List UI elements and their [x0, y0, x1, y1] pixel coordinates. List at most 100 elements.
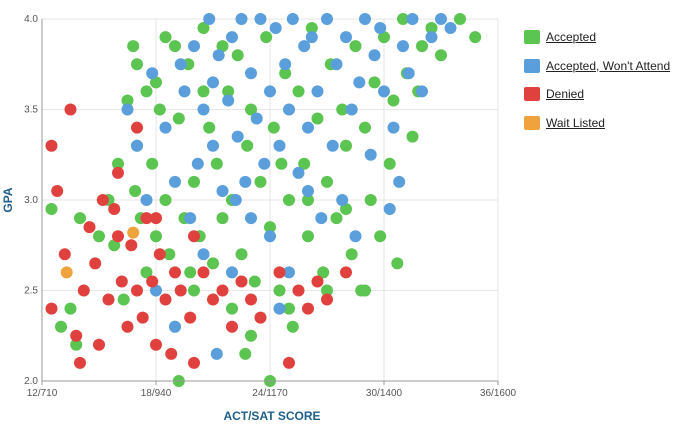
accepted-point: [305, 22, 318, 35]
accepted-won-t-attend-point: [239, 175, 252, 188]
denied-point: [77, 284, 90, 297]
denied-point: [216, 284, 229, 297]
accepted-point: [207, 257, 219, 270]
accepted-point: [210, 157, 223, 170]
denied-point: [131, 121, 143, 134]
accepted-point: [117, 293, 130, 306]
denied-point: [273, 266, 286, 279]
accepted-won-t-attend-point: [273, 139, 286, 152]
accepted-won-t-attend-point: [336, 194, 349, 206]
accepted-point: [241, 139, 254, 152]
accepted-point: [302, 230, 314, 243]
accepted-point: [248, 275, 261, 288]
accepted-won-t-attend-point: [292, 166, 305, 179]
denied-point: [140, 212, 153, 225]
accepted-point: [222, 85, 235, 98]
accepted-won-t-attend-point: [178, 85, 191, 98]
denied-point: [96, 194, 109, 206]
accepted-won-t-attend-point: [188, 40, 200, 53]
accepted-won-t-attend-point: [169, 175, 181, 188]
denied-point: [340, 266, 352, 279]
y-tick-label: 2.0: [24, 376, 38, 387]
accepted-point: [454, 13, 466, 25]
accepted-point: [140, 85, 153, 98]
accepted-won-t-attend-point: [210, 347, 223, 360]
y-tick-label: 3.5: [24, 105, 38, 116]
accepted-wont-attend-swatch-icon: [524, 58, 540, 73]
accepted-point: [374, 230, 387, 243]
accepted-point: [239, 347, 252, 360]
accepted-point: [159, 31, 172, 44]
accepted-point: [391, 257, 404, 270]
accepted-won-t-attend-point: [393, 175, 406, 188]
accepted-point: [469, 31, 482, 44]
accepted-point: [267, 121, 280, 134]
accepted-won-t-attend-point: [216, 184, 229, 197]
accepted-point: [150, 230, 162, 243]
accepted-won-t-attend-point: [258, 157, 271, 170]
accepted-point: [74, 212, 86, 225]
accepted-point: [383, 157, 396, 170]
accepted-won-t-attend-point: [364, 148, 377, 161]
accepted-point: [345, 248, 358, 261]
accepted-won-t-attend-point: [226, 266, 238, 279]
accepted-won-t-attend-point: [444, 22, 457, 35]
denied-point: [115, 275, 128, 288]
accepted-point: [146, 157, 159, 170]
legend-item-wait-listed[interactable]: Wait Listed: [524, 114, 670, 132]
accepted-point: [169, 40, 181, 53]
accepted-point: [231, 49, 244, 62]
accepted-won-t-attend-point: [140, 194, 153, 206]
accepted-point: [45, 203, 58, 216]
accepted-point: [368, 76, 381, 89]
x-tick-label: 12/710: [27, 388, 58, 399]
accepted-point: [359, 284, 371, 297]
accepted-point: [321, 284, 333, 297]
legend-item-accepted-wont-attend[interactable]: Accepted, Won't Attend: [524, 57, 670, 75]
accepted-point: [216, 40, 229, 53]
denied-point: [235, 275, 248, 288]
accepted-point: [131, 58, 143, 71]
axes: 2.0 2.5 3.0 3.5 4.0 12/710 18/940 24/1170 30/140…: [24, 14, 516, 399]
legend-label-wait-listed: Wait Listed: [546, 115, 605, 130]
accepted-point: [153, 103, 166, 116]
accepted-point: [216, 212, 229, 225]
accepted-won-t-attend-point: [197, 103, 210, 116]
legend-item-accepted[interactable]: Accepted: [524, 28, 670, 46]
accepted-point: [336, 103, 349, 116]
x-axis-title: ACT/SAT SCORE: [223, 409, 320, 423]
accepted-won-t-attend-point: [311, 85, 324, 98]
accepted-point: [159, 194, 172, 206]
accepted-won-t-attend-point: [226, 31, 238, 44]
denied-point: [153, 248, 166, 261]
accepted-won-t-attend-point: [279, 58, 292, 71]
accepted-point: [298, 157, 311, 170]
denied-point: [188, 356, 200, 369]
accepted-swatch-icon: [524, 30, 540, 44]
accepted-point: [330, 212, 343, 225]
accepted-point: [359, 121, 371, 134]
denied-point: [197, 266, 210, 279]
accepted-won-t-attend-point: [330, 58, 343, 71]
accepted-point: [184, 266, 197, 279]
accepted-point: [425, 22, 438, 35]
denied-point: [188, 230, 200, 243]
accepted-won-t-attend-point: [159, 121, 172, 134]
accepted-won-t-attend-point: [359, 13, 371, 25]
wait-listed-point: [127, 226, 140, 239]
denied-point: [112, 230, 124, 243]
accepted-point: [283, 194, 295, 206]
denied-point: [207, 293, 219, 306]
denied-point: [159, 293, 172, 306]
accepted-point: [235, 248, 248, 261]
accepted-point: [321, 175, 333, 188]
accepted-point: [302, 194, 314, 206]
accepted-won-t-attend-point: [131, 139, 143, 152]
accepted-won-t-attend-point: [269, 22, 282, 35]
accepted-point: [127, 40, 140, 53]
legend-item-denied[interactable]: Denied: [524, 85, 670, 103]
accepted-point: [275, 157, 288, 170]
accepted-won-t-attend-point: [222, 94, 235, 107]
accepted-won-t-attend-point: [286, 13, 299, 25]
denied-point: [131, 284, 143, 297]
